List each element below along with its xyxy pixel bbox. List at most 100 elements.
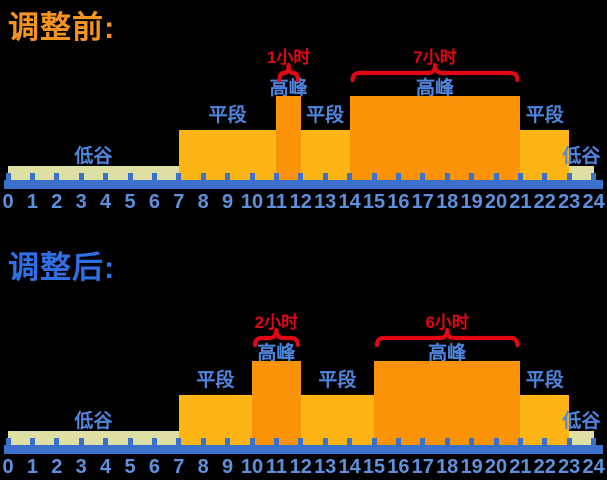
- axis-tick: [127, 173, 133, 180]
- axis-tick: [322, 438, 328, 445]
- axis-tick: [249, 438, 255, 445]
- axis-hour-label: 8: [197, 456, 209, 478]
- axis-hour-label: 3: [75, 456, 87, 478]
- axis-tick: [249, 173, 255, 180]
- axis-hour-label: 5: [124, 191, 136, 213]
- period-bar-flat: [178, 395, 252, 445]
- axis-hour-label: 20: [484, 191, 508, 213]
- axis-tick: [29, 173, 35, 180]
- axis-hour-label: 0: [2, 191, 14, 213]
- axis-tick: [78, 173, 84, 180]
- axis-tick: [225, 173, 231, 180]
- duration-label: 6小时: [425, 313, 469, 332]
- period-label-flat: 平段: [208, 105, 247, 126]
- axis-hour-label: 6: [148, 191, 160, 213]
- axis-hour-label: 14: [338, 456, 361, 478]
- axis-hour-label: 4: [100, 456, 112, 478]
- axis-tick: [444, 438, 450, 445]
- axis-tick: [54, 438, 60, 445]
- axis-hour-label: 19: [460, 191, 483, 213]
- axis-hour-label: 22: [533, 456, 556, 478]
- axis-hour-label: 19: [460, 456, 483, 478]
- axis-hour-label: 8: [197, 191, 209, 213]
- period-label-flat: 平段: [525, 370, 564, 391]
- axis-tick: [469, 173, 475, 180]
- period-bar-valley: [8, 431, 179, 445]
- axis-hour-label: 13: [314, 191, 337, 213]
- axis-hour-label: 9: [222, 191, 234, 213]
- period-label-peak: 高峰: [257, 343, 296, 364]
- axis-hour-label: 24: [582, 191, 605, 213]
- axis-hour-label: 7: [173, 191, 185, 213]
- axis-hour-label: 16: [387, 191, 410, 213]
- axis-hour-label: 14: [338, 191, 361, 213]
- axis-ruler: [4, 180, 603, 189]
- duration-label: 7小时: [413, 48, 457, 67]
- period-bar-flat: [178, 130, 277, 180]
- period-bar-valley: [8, 166, 179, 180]
- axis-tick: [444, 173, 450, 180]
- chart-before-adjustment: 调整前: 0 1 2 3 4 5 6 7 8 9 10 11 12 13 14 15 16 17 18 19 20 21 2…: [2, 10, 605, 213]
- axis-tick: [103, 173, 109, 180]
- duration-label: 2小时: [254, 313, 299, 332]
- period-label-valley: 低谷: [562, 146, 601, 167]
- axis-hour-label: 12: [289, 191, 312, 213]
- axis-hour-label: 17: [411, 456, 434, 478]
- axis-hour-label: 15: [362, 456, 386, 478]
- axis-tick: [347, 173, 353, 180]
- axis-tick: [395, 438, 401, 445]
- axis-tick: [176, 438, 182, 445]
- chart-title: 调整前:: [8, 10, 116, 45]
- axis-tick: [371, 438, 377, 445]
- period-label-flat: 平段: [196, 370, 235, 391]
- axis-hour-label: 2: [51, 191, 63, 213]
- axis-hour-label: 10: [240, 456, 264, 478]
- period-label-flat: 平段: [306, 105, 345, 126]
- axis-hour-label: 9: [222, 456, 234, 478]
- axis-tick: [151, 438, 157, 445]
- period-bar-valley: [569, 431, 594, 445]
- axis-tick: [566, 173, 572, 180]
- axis-tick: [225, 438, 231, 445]
- axis-hour-label: 23: [558, 456, 581, 478]
- period-label-valley: 低谷: [562, 411, 601, 432]
- chart-after-adjustment: 调整后: 0 1 2 3 4 5 6 7 8 9 10 11 12 13 14 15 16 17 18 19 20 21 2…: [0, 240, 607, 480]
- period-label-peak: 高峰: [428, 343, 467, 364]
- axis-hour-label: 21: [509, 456, 532, 478]
- axis-tick: [566, 438, 572, 445]
- axis-tick: [493, 173, 499, 180]
- period-bar-flat: [300, 130, 350, 180]
- axis-tick: [517, 438, 523, 445]
- axis-tick: [200, 438, 206, 445]
- axis-hour-label: 4: [100, 191, 112, 213]
- duration-label: 1小时: [266, 48, 311, 67]
- period-label-valley: 低谷: [74, 411, 113, 432]
- axis-hour-label: 3: [75, 191, 87, 213]
- axis-tick: [395, 173, 401, 180]
- plot-area: 0 1 2 3 4 5 6 7 8 9 10 11 12 13 14 15 16 17 18 19 20 21 22 23 24…: [0, 240, 607, 480]
- axis-tick: [322, 173, 328, 180]
- axis-hour-label: 18: [436, 191, 459, 213]
- axis-tick: [78, 438, 84, 445]
- axis-hour-label: 11: [265, 456, 287, 478]
- axis-tick: [200, 173, 206, 180]
- axis-tick: [5, 173, 11, 180]
- axis-tick: [176, 173, 182, 180]
- axis-hour-label: 15: [362, 191, 386, 213]
- period-label-flat: 平段: [318, 370, 357, 391]
- axis-tick: [420, 173, 426, 180]
- axis-hour-label: 10: [240, 191, 264, 213]
- period-label-peak: 高峰: [415, 78, 454, 99]
- axis-hour-label: 13: [314, 456, 337, 478]
- axis-tick: [591, 438, 597, 445]
- axis-tick: [29, 438, 35, 445]
- plot-area: 0 1 2 3 4 5 6 7 8 9 10 11 12 13 14 15 16 17 18 19 20 21 22 23 24…: [2, 48, 605, 213]
- axis-ruler: [4, 445, 603, 454]
- period-bar-peak: [374, 361, 521, 445]
- axis-tick: [273, 173, 279, 180]
- axis-tick: [517, 173, 523, 180]
- axis-tick: [542, 173, 548, 180]
- axis-hour-label: 6: [148, 456, 160, 478]
- axis-hour-label: 24: [582, 456, 605, 478]
- axis-tick: [347, 438, 353, 445]
